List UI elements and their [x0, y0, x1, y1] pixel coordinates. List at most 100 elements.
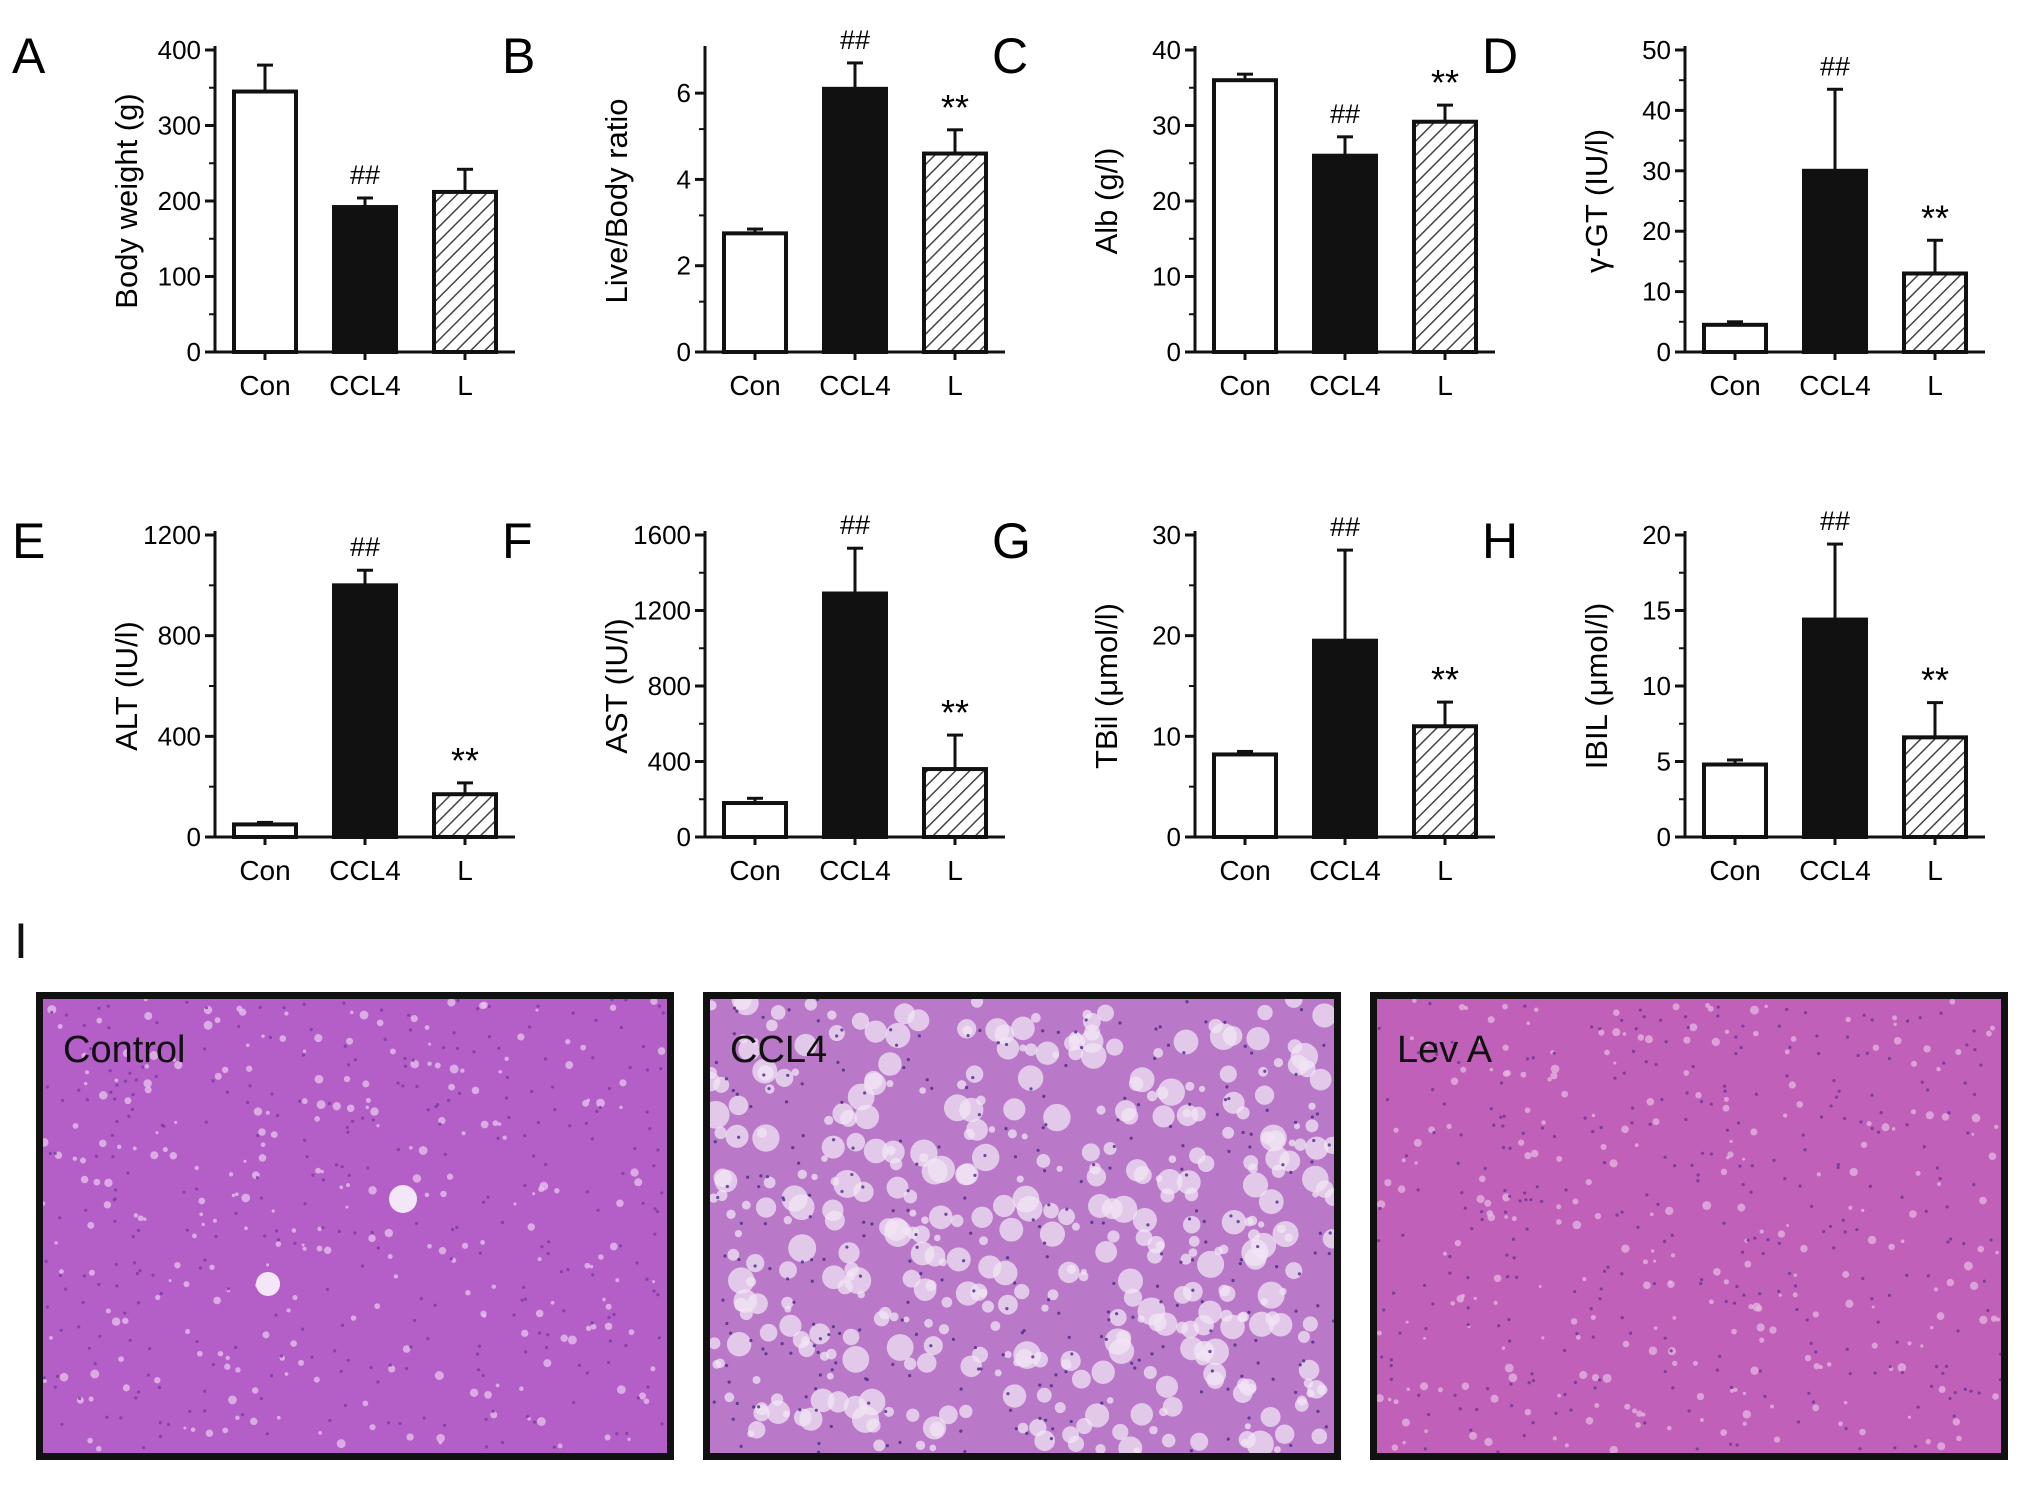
y-tick-label-d: 0 — [1657, 337, 1671, 367]
bar-f-ccl4 — [822, 591, 888, 840]
panel-letter-i: I — [14, 913, 28, 969]
y-axis-label-f: AST (IU/l) — [599, 618, 634, 754]
significance-mark-c: ## — [1330, 99, 1360, 129]
y-tick-label-h: 5 — [1657, 747, 1671, 777]
significance-mark-b: ** — [941, 87, 969, 128]
bar-h-l — [1902, 735, 1968, 840]
y-tick-label-h: 0 — [1657, 822, 1671, 852]
y-tick-label-a: 400 — [158, 35, 201, 65]
y-tick-label-f: 0 — [677, 822, 691, 852]
histology-panel-lev-a: Lev A — [1370, 992, 2008, 1460]
bar-a-con — [232, 89, 298, 355]
significance-mark-f: ## — [840, 510, 870, 540]
significance-mark-f: ** — [941, 692, 969, 733]
bar-b-ccl4 — [822, 86, 888, 354]
bar-a-l — [432, 189, 498, 354]
x-tick-label-f: CCL4 — [819, 855, 891, 886]
significance-mark-a: ## — [350, 160, 380, 190]
y-tick-label-d: 30 — [1642, 156, 1671, 186]
histology-panel-control: Control — [36, 992, 674, 1460]
y-tick-label-g: 30 — [1152, 520, 1181, 550]
y-tick-label-c: 20 — [1152, 186, 1181, 216]
y-tick-label-f: 1200 — [633, 596, 691, 626]
y-tick-label-b: 2 — [677, 251, 691, 281]
x-tick-label-e: CCL4 — [329, 855, 401, 886]
significance-mark-b: ## — [840, 25, 870, 55]
x-tick-label-b: CCL4 — [819, 370, 891, 401]
bar-e-l — [432, 792, 498, 840]
significance-mark-h: ** — [1921, 660, 1949, 701]
bar-d-ccl4 — [1802, 168, 1868, 354]
bar-g-ccl4 — [1312, 638, 1378, 840]
y-tick-label-c: 40 — [1152, 35, 1181, 65]
bar-h-ccl4 — [1802, 617, 1868, 839]
y-tick-label-f: 800 — [648, 671, 691, 701]
y-axis-label-e: ALT (IU/l) — [109, 621, 144, 751]
histology-label-lev-a: Lev A — [1397, 1029, 1493, 1071]
x-tick-label-a: Con — [239, 370, 290, 401]
bar-b-l — [922, 151, 988, 354]
y-tick-label-e: 0 — [187, 822, 201, 852]
panel-letter-g: G — [992, 513, 1031, 569]
x-tick-label-e: L — [457, 855, 473, 886]
significance-mark-g: ** — [1431, 659, 1459, 700]
x-tick-label-c: CCL4 — [1309, 370, 1381, 401]
significance-mark-h: ## — [1820, 506, 1850, 536]
significance-mark-e: ** — [451, 740, 479, 781]
y-tick-label-e: 1200 — [143, 520, 201, 550]
bar-c-ccl4 — [1312, 153, 1378, 354]
y-tick-label-e: 800 — [158, 621, 201, 651]
y-axis-label-d: γ-GT (IU/l) — [1579, 129, 1614, 273]
y-axis-label-g: TBil (μmol/l) — [1089, 603, 1124, 769]
panel-letter-b: B — [502, 28, 535, 84]
panel-letter-a: A — [12, 28, 46, 84]
histology-image-control — [43, 999, 667, 1453]
panel-letter-h: H — [1482, 513, 1518, 569]
x-tick-label-b: L — [947, 370, 963, 401]
y-tick-label-a: 200 — [158, 186, 201, 216]
x-tick-label-a: L — [457, 370, 473, 401]
panel-letter-c: C — [992, 28, 1028, 84]
y-axis-label-b: Live/Body ratio — [599, 98, 634, 303]
y-tick-label-b: 0 — [677, 337, 691, 367]
y-tick-label-g: 20 — [1152, 621, 1181, 651]
significance-mark-d: ## — [1820, 51, 1850, 81]
y-axis-label-c: Alb (g/l) — [1089, 148, 1124, 255]
y-tick-label-b: 4 — [677, 164, 691, 194]
histology-label-control: Control — [63, 1029, 186, 1071]
significance-mark-g: ## — [1330, 512, 1360, 542]
x-tick-label-f: Con — [729, 855, 780, 886]
significance-mark-d: ** — [1921, 197, 1949, 238]
y-tick-label-a: 100 — [158, 262, 201, 292]
y-tick-label-a: 0 — [187, 337, 201, 367]
x-tick-label-h: Con — [1709, 855, 1760, 886]
y-tick-label-c: 0 — [1167, 337, 1181, 367]
x-tick-label-a: CCL4 — [329, 370, 401, 401]
panel-letter-d: D — [1482, 28, 1518, 84]
y-tick-label-f: 400 — [648, 747, 691, 777]
bar-f-con — [722, 801, 788, 840]
histology-image-ccl4 — [710, 999, 1334, 1453]
bar-c-con — [1212, 78, 1278, 354]
x-tick-label-h: L — [1927, 855, 1943, 886]
x-tick-label-b: Con — [729, 370, 780, 401]
y-tick-label-b: 6 — [677, 78, 691, 108]
x-tick-label-h: CCL4 — [1799, 855, 1871, 886]
bar-a-ccl4 — [332, 205, 398, 354]
bar-e-ccl4 — [332, 583, 398, 839]
x-tick-label-d: CCL4 — [1799, 370, 1871, 401]
bar-g-l — [1412, 724, 1478, 839]
bar-g-con — [1212, 752, 1278, 839]
y-tick-label-a: 300 — [158, 111, 201, 141]
bar-c-l — [1412, 119, 1478, 354]
histology-panel-ccl4: CCL4 — [703, 992, 1341, 1460]
x-tick-label-c: L — [1437, 370, 1453, 401]
x-tick-label-e: Con — [239, 855, 290, 886]
y-tick-label-h: 10 — [1642, 671, 1671, 701]
y-tick-label-g: 10 — [1152, 721, 1181, 751]
bar-h-con — [1702, 762, 1768, 840]
y-tick-label-d: 40 — [1642, 95, 1671, 125]
y-tick-label-c: 10 — [1152, 262, 1181, 292]
significance-mark-e: ## — [350, 532, 380, 562]
